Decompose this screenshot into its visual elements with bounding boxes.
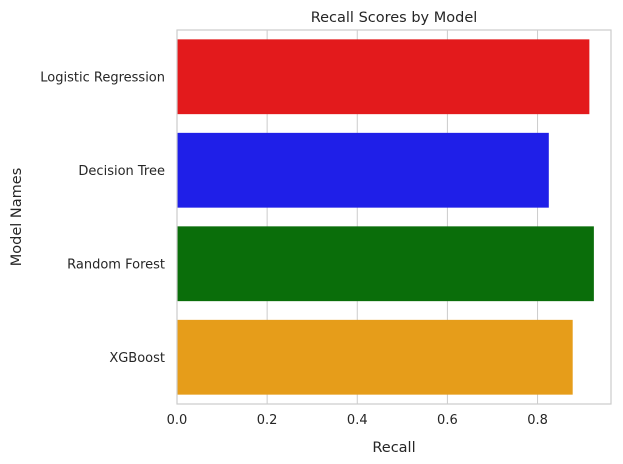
y-tick-layer: Logistic Regression Decision Tree Random F… <box>40 70 165 366</box>
bar-random-forest <box>177 226 594 302</box>
plot-frame <box>176 29 612 405</box>
bar-xgboost <box>177 319 573 395</box>
y-tick-label: Logistic Regression <box>40 70 165 85</box>
x-tick-label: 0.4 <box>347 413 368 428</box>
y-tick-label: Decision Tree <box>78 164 165 179</box>
x-tick-label: 0.6 <box>437 413 458 428</box>
x-tick-label: 0.2 <box>257 413 278 428</box>
chart-title: Recall Scores by Model <box>311 10 478 26</box>
bar-layer <box>177 39 594 395</box>
y-axis-title: Model Names <box>9 168 25 266</box>
x-tick-label: 0.0 <box>167 413 188 428</box>
bar-decision-tree <box>177 132 549 208</box>
bar-logistic-regression <box>177 39 590 115</box>
y-tick-label: Random Forest <box>67 257 165 272</box>
y-tick-label: XGBoost <box>109 351 165 366</box>
x-axis-title: Recall <box>372 440 415 456</box>
x-tick-layer: 0.0 0.2 0.4 0.6 0.8 <box>167 413 548 428</box>
x-tick-label: 0.8 <box>527 413 548 428</box>
